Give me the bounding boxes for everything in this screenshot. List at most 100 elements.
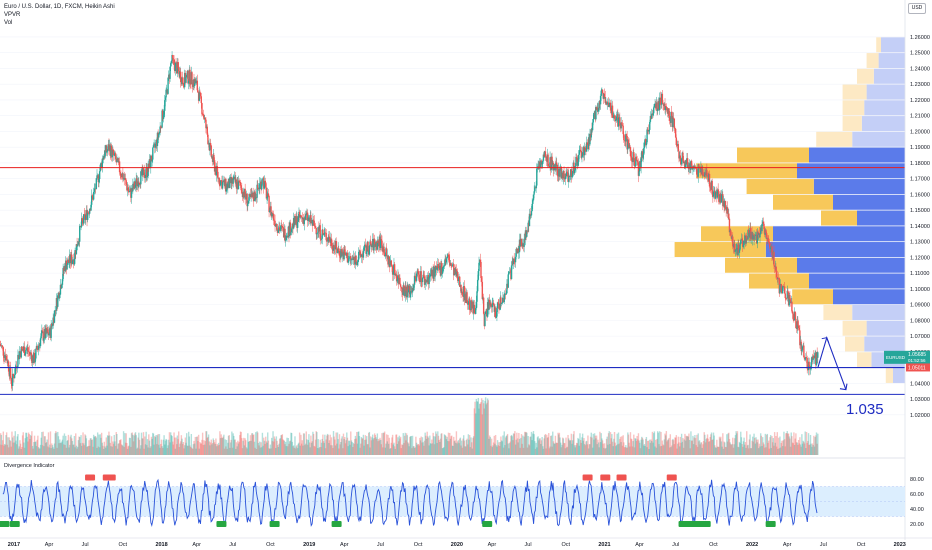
volume-bar [113, 434, 115, 455]
volume-bar [793, 445, 796, 455]
volume-bar [376, 433, 379, 455]
candle-body [817, 352, 819, 358]
vpvr-legend[interactable]: VPVR [4, 12, 21, 18]
currency-button[interactable]: USD [908, 3, 926, 14]
volume-bar [81, 442, 84, 455]
candle-body [528, 213, 531, 227]
volume-bar [514, 431, 516, 455]
candle-body [312, 219, 315, 221]
candle-body [381, 240, 383, 251]
time-tick-label: Apr [783, 542, 792, 548]
symbol-legend[interactable]: Euro / U.S. Dollar, 1D, FXCM, Heikin Ash… [4, 4, 115, 10]
candle-body [407, 289, 410, 293]
candle-body [197, 90, 199, 93]
candle-body [35, 348, 37, 359]
volume-bar [614, 442, 616, 455]
time-tick-label: Jul [525, 542, 532, 548]
volume-bar [373, 433, 376, 455]
candle-body [648, 129, 650, 132]
volume-bar [505, 436, 507, 455]
volume-bar [150, 446, 152, 455]
volume-bar [142, 432, 145, 455]
volume-bar [727, 433, 729, 455]
volume-bar [710, 432, 713, 455]
candle-body [187, 80, 190, 84]
volume-bar [403, 443, 405, 455]
volume-bar [213, 440, 215, 455]
volume-bar [707, 438, 709, 455]
candle-body [134, 181, 136, 188]
vp-buy-bar [842, 100, 865, 116]
price-tick-label: 1.07000 [910, 334, 930, 340]
volume-bar [755, 437, 757, 455]
volume-bar [798, 443, 800, 455]
candle-body [189, 84, 192, 85]
volume-bar [34, 441, 36, 455]
volume-bar [552, 441, 555, 455]
candle-body [342, 251, 344, 253]
candle-body [221, 181, 224, 189]
time-tick-label: Apr [340, 542, 349, 548]
volume-bar [377, 441, 379, 455]
volume-bar [334, 439, 336, 455]
volume-bar [472, 436, 475, 455]
volume-bar [227, 435, 230, 455]
volume-bar [653, 433, 655, 455]
candle-body [376, 240, 379, 250]
candle-body [323, 233, 325, 235]
volume-bar [284, 444, 286, 455]
candle-body [617, 117, 620, 127]
candle-body [784, 293, 786, 299]
price-axis[interactable]: 1.260001.250001.240001.230001.220001.210… [904, 0, 930, 540]
volume-bar [573, 445, 576, 455]
volume-bar [27, 441, 29, 455]
candle-body [68, 262, 70, 264]
volume-bar [655, 447, 658, 455]
candle-body [241, 187, 243, 193]
candle-body [566, 171, 569, 173]
target-annotation[interactable]: 1.035 [846, 401, 884, 418]
volume-bar [222, 436, 224, 455]
volume-bar [565, 437, 567, 455]
candle-body [551, 156, 553, 165]
volume-bar [270, 448, 272, 455]
volume-bar [168, 432, 171, 455]
volume-bar [558, 432, 561, 455]
volume-bar [532, 433, 534, 455]
candle-body [158, 133, 160, 138]
candle-body [380, 239, 383, 241]
volume-bar [813, 446, 816, 455]
candle-body [429, 276, 431, 278]
candle-body [368, 245, 371, 255]
volume-bar [72, 444, 74, 455]
candle-body [672, 117, 675, 119]
projection-arrow[interactable] [817, 335, 848, 391]
volume-bar [37, 447, 40, 455]
candle-body [542, 154, 545, 161]
volume-bar [114, 445, 117, 455]
vol-legend[interactable]: Vol [4, 20, 13, 26]
volume-bar [708, 441, 710, 455]
candle-body [402, 285, 404, 295]
volume-bar [171, 436, 173, 455]
horizontal-levels[interactable] [0, 167, 905, 395]
bull-signal-badge [331, 521, 342, 527]
vp-sell-bar [773, 226, 905, 242]
candle-body [611, 105, 614, 118]
volume-bar [120, 444, 123, 455]
volume-bar [251, 433, 253, 455]
volume-bar [672, 440, 675, 455]
volume-bar [77, 440, 80, 455]
volume-bar [657, 431, 659, 455]
candle-body [181, 77, 184, 83]
volume-bar [778, 448, 780, 455]
volume-bar [336, 432, 339, 455]
candle-body [36, 345, 38, 350]
volume-bar [542, 448, 545, 455]
price-tick-label: 1.14000 [910, 224, 930, 230]
time-axis[interactable]: 2017 Apr Jul Oct 2018 Apr Jul Oct 2019 Apr Jul Oct 2… [0, 537, 932, 548]
volume-bar [496, 440, 499, 455]
volume-bar [148, 440, 151, 455]
candle-body [500, 297, 502, 304]
